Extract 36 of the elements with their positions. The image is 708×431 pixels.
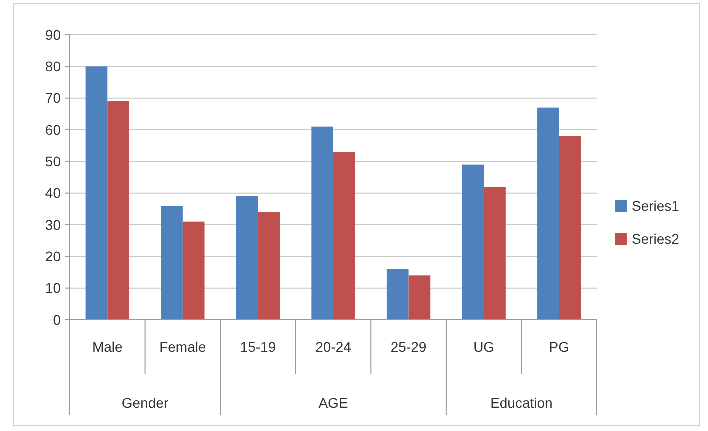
x-tick-label: Male [92, 339, 124, 355]
y-tick-label: 40 [45, 185, 62, 202]
bar [312, 126, 334, 320]
legend-label: Series2 [632, 230, 680, 247]
bar [86, 66, 108, 320]
y-tick-label: 60 [45, 122, 62, 138]
legend-label: Series1 [632, 198, 680, 214]
x-tick-label: 15-19 [240, 339, 276, 355]
y-tick-label: 0 [53, 312, 62, 328]
x-tick-label: Female [160, 339, 206, 355]
text: Education [490, 395, 553, 411]
y-tick-label: 90 [45, 26, 62, 43]
bar [538, 108, 560, 320]
bar [108, 102, 130, 320]
bar [258, 212, 280, 320]
bar [484, 187, 506, 320]
bar [462, 164, 484, 320]
bar [182, 222, 205, 320]
x-tick-label: 25-29 [390, 339, 427, 355]
bar [386, 269, 409, 320]
x-tick-label: PG [549, 339, 570, 355]
text: AGE [318, 395, 348, 411]
text: Gender [122, 395, 169, 411]
bar [236, 196, 258, 320]
x-tick-label: UG [474, 339, 495, 355]
y-tick-label: 20 [45, 248, 62, 265]
y-tick-label: 50 [45, 154, 62, 170]
y-tick-label: 10 [45, 280, 62, 296]
y-tick-label: 70 [45, 90, 62, 106]
bar [161, 206, 183, 320]
bar [559, 136, 582, 320]
y-tick-label: 30 [45, 216, 62, 233]
y-tick-label: 80 [45, 58, 62, 75]
bar [334, 152, 356, 320]
x-tick-label: 20-24 [316, 339, 352, 355]
bar [408, 276, 431, 320]
